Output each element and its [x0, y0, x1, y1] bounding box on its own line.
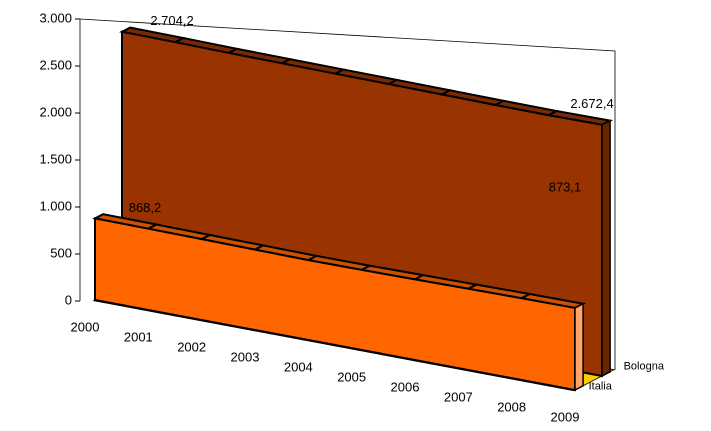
data-label: 873,1	[549, 179, 582, 194]
y-tick-label: 2.000	[39, 104, 72, 119]
depth-label: Bologna	[624, 361, 665, 373]
back-wall	[79, 18, 616, 370]
x-tick-label: 2001	[124, 329, 153, 344]
x-tick-label: 2004	[284, 359, 313, 374]
x-tick-label: 2003	[231, 349, 260, 364]
right-wall-tick	[615, 0, 620, 145]
x-tick-label: 2007	[444, 389, 473, 404]
x-tick-label: 2002	[177, 339, 206, 354]
data-label: 2.672,4	[570, 96, 613, 111]
right-wall-tick	[615, 0, 620, 51]
data-label: 868,2	[129, 200, 162, 215]
y-tick-label: 2.500	[39, 57, 72, 72]
right-wall-tick	[615, 0, 620, 192]
area-end	[574, 302, 584, 392]
x-tick-label: 2005	[337, 369, 366, 384]
y-tick-label: 3.000	[39, 10, 72, 25]
data-label: 2.704,2	[150, 13, 193, 28]
area-end	[601, 119, 611, 378]
x-tick-label: 2009	[551, 409, 580, 424]
x-tick-label: 2000	[71, 319, 100, 334]
x-tick-label: 2006	[391, 379, 420, 394]
right-wall-tick	[615, 0, 620, 98]
right-wall-tick	[615, 0, 620, 286]
y-tick-label: 1.000	[39, 198, 72, 213]
right-wall-tick	[615, 0, 620, 333]
right-wall-tick	[615, 0, 620, 239]
y-tick-label: 500	[50, 245, 72, 260]
y-tick-label: 0	[65, 292, 72, 307]
y-tick-label: 1.500	[39, 151, 72, 166]
x-tick-label: 2008	[497, 399, 526, 414]
depth-label: Italia	[589, 381, 613, 393]
